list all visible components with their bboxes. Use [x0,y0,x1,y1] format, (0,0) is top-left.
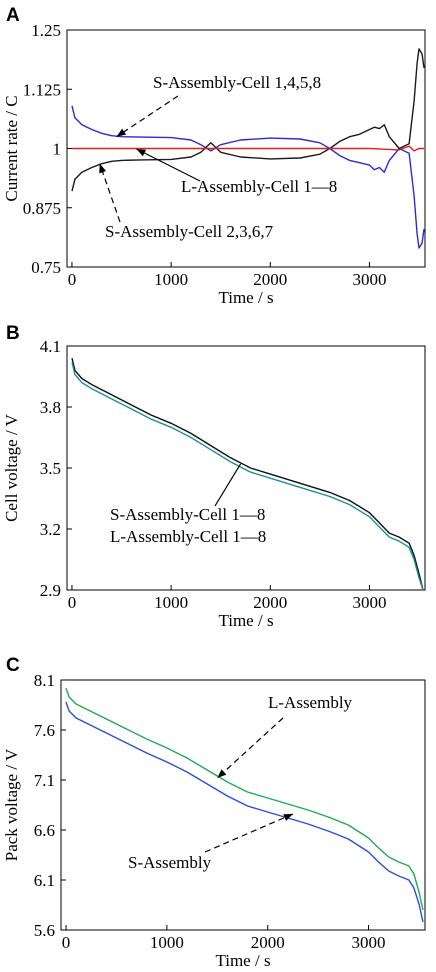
x-tick-label: 3000 [352,593,386,612]
annotation-arrowhead [217,769,227,778]
x-axis-title: Time / s [215,951,270,970]
x-tick-label: 3000 [352,270,386,289]
x-tick-label: 1000 [154,593,188,612]
y-tick-label: 6.6 [34,821,55,840]
y-tick-label: 5.6 [34,921,55,940]
x-axis-title: Time / s [218,288,273,307]
series-line-2 [71,362,424,591]
panel-a: A 0 1000 2000 3000 0.75 0.875 1 1.125 1.25 Time / … [2,5,426,307]
annotation-label: L-Assembly-Cell 1—8 [110,527,266,546]
annotation-arrowhead [99,163,107,174]
panel-letter: C [6,655,20,676]
y-axis-title: Current rate / C [2,95,21,201]
x-tick-label: 1000 [154,270,188,289]
y-tick-label: 0.875 [23,199,61,218]
series-line-1 [65,687,424,911]
annotation-arrowhead [136,148,147,157]
y-tick-label: 3.8 [40,398,61,417]
series-line-1 [71,358,424,591]
y-tick-label: 7.1 [34,771,55,790]
x-tick-label: 1000 [150,933,184,952]
plot-frame [60,679,426,931]
annotation-arrow [136,148,201,182]
annotation-arrow [116,95,179,138]
x-tick-label: 0 [62,933,71,952]
x-tick-label: 2000 [253,270,287,289]
panel-b: B 0 1000 2000 3000 2.9 3.2 3.5 3.8 4.1 Time / s Cel… [2,323,426,630]
series-line-1 [71,105,425,249]
y-tick-label: 4.1 [40,337,61,356]
series-line-2 [71,48,425,192]
y-tick-label: 3.2 [40,520,61,539]
plot-frame [66,345,426,591]
y-tick-label: 1.25 [31,21,61,40]
x-tick-label: 3000 [352,933,386,952]
x-axis-title: Time / s [218,611,273,630]
annotation-arrowhead [283,814,293,821]
annotation-arrowhead [116,128,127,137]
annotation-arrow [204,813,294,853]
annotation-arrow [99,163,121,223]
annotation-label: S-Assembly-Cell 1—8 [110,505,265,524]
y-tick-label: 6.1 [34,871,55,890]
y-tick-label: 3.5 [40,459,61,478]
annotation-label: S-Assembly [128,853,212,872]
y-axis-title: Cell voltage / V [2,413,21,522]
y-axis-title: Pack voltage / V [2,748,21,861]
annotation-label: S-Assembly-Cell 2,3,6,7 [105,222,274,241]
y-tick-label: 2.9 [40,581,61,600]
annotation-arrow [216,717,284,779]
annotation-label: S-Assembly-Cell 1,4,5,8 [153,73,321,92]
panel-letter: B [6,323,20,344]
x-tick-label: 2000 [251,933,285,952]
annotation-label: L-Assembly-Cell 1—8 [181,177,337,196]
y-tick-label: 1 [53,140,62,159]
series-line-2 [65,701,424,923]
y-tick-label: 1.125 [23,80,61,99]
y-tick-label: 7.6 [34,721,55,740]
x-tick-label: 2000 [253,593,287,612]
x-tick-label: 0 [68,270,77,289]
series-line-3 [72,145,424,152]
annotation-leader [214,463,242,507]
panel-c: C 0 1000 2000 3000 5.6 6.1 6.6 7.1 7.6 8.1 Time / s… [2,655,426,970]
x-tick-label: 0 [68,593,77,612]
y-tick-label: 0.75 [31,258,61,277]
panel-letter: A [6,5,20,26]
y-tick-label: 8.1 [34,671,55,690]
annotation-label: L-Assembly [268,693,353,712]
